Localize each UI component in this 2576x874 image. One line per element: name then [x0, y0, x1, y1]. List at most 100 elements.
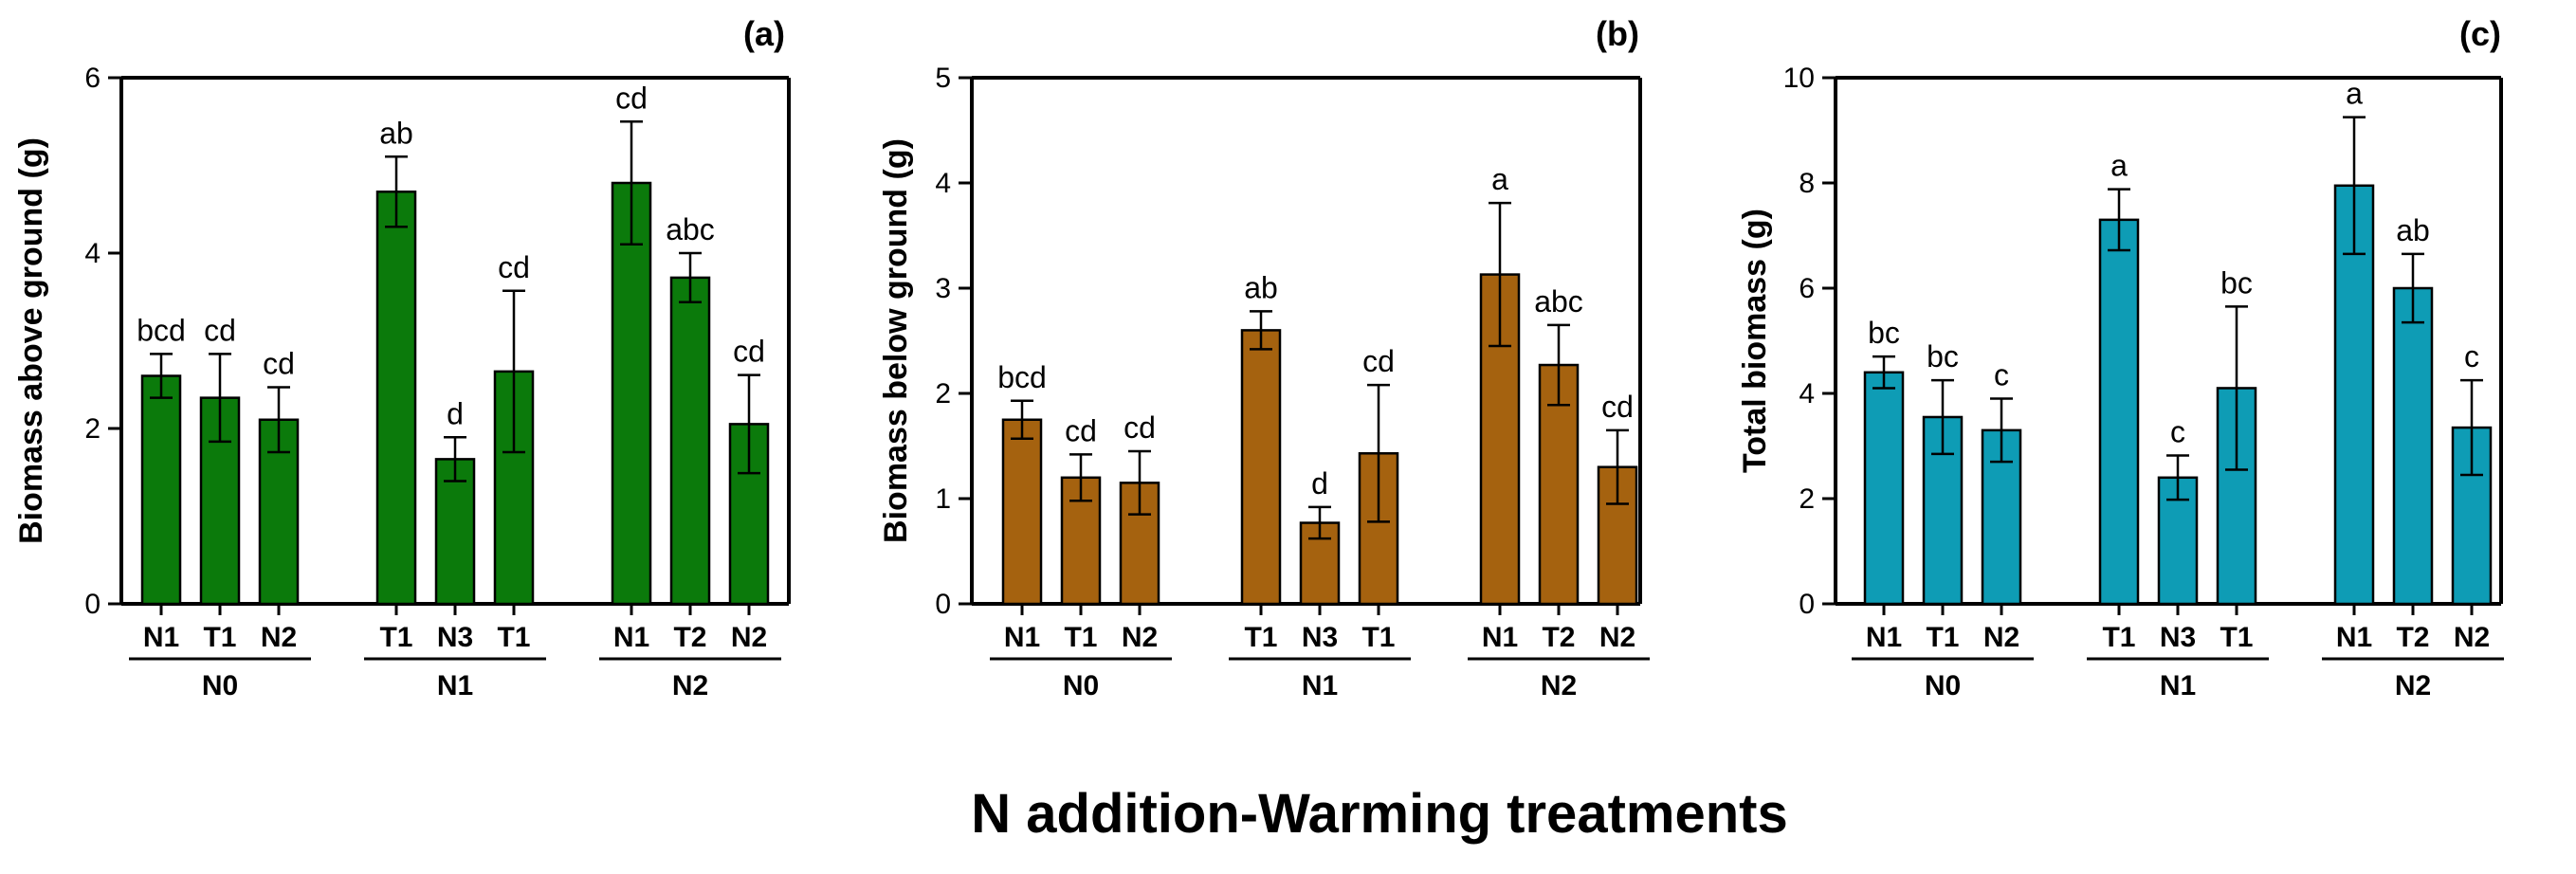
category-label: T1 — [2102, 622, 2135, 653]
bar — [375, 191, 417, 606]
panel-label: (c) — [2459, 14, 2501, 53]
significance-letter: ab — [379, 116, 413, 150]
bar — [669, 276, 711, 606]
y-axis-label: Total biomass (g) — [1737, 209, 1773, 473]
significance-letter: cd — [1065, 413, 1097, 447]
bar — [1001, 418, 1043, 606]
bar — [2392, 286, 2434, 606]
y-tick-label: 2 — [84, 413, 100, 445]
chart-panels: (a)Biomass above ground (g)0246bcdN1cdT1… — [13, 14, 2504, 701]
group-label: N0 — [1063, 670, 1099, 701]
category-label: T1 — [1361, 622, 1395, 653]
y-tick-label: 0 — [935, 589, 951, 620]
category-label: N1 — [1866, 622, 1902, 653]
significance-letter: a — [2346, 77, 2363, 111]
group-label: N2 — [672, 670, 708, 701]
significance-letter: cd — [263, 347, 295, 381]
significance-letter: d — [1311, 466, 1328, 501]
significance-letter: bc — [2220, 265, 2253, 300]
bar — [140, 374, 182, 606]
category-label: T1 — [1064, 622, 1097, 653]
significance-letter: cd — [204, 313, 236, 347]
y-tick-label: 4 — [1799, 378, 1815, 410]
significance-letter: ab — [2396, 213, 2430, 247]
y-tick-label: 2 — [1799, 483, 1815, 515]
category-label: N1 — [613, 622, 649, 653]
category-label: T2 — [2396, 622, 2429, 653]
category-label: N2 — [1983, 622, 2019, 653]
category-label: N2 — [2454, 622, 2490, 653]
category-label: N1 — [1004, 622, 1040, 653]
significance-letter: c — [2464, 339, 2479, 373]
category-label: N1 — [1482, 622, 1518, 653]
y-tick-label: 8 — [1799, 168, 1815, 199]
category-label: T2 — [1542, 622, 1575, 653]
y-axis-label: Biomass above ground (g) — [13, 137, 49, 544]
y-tick-label: 4 — [84, 238, 100, 269]
panel-label: (a) — [743, 14, 785, 53]
group-label: N2 — [2395, 670, 2431, 701]
chart-panel-c: (c) Total biomass (g) 0 2 4 6 8 10 bc N1 bc T1 c N2 N0… — [1737, 14, 2504, 701]
category-label: N1 — [2336, 622, 2372, 653]
category-label: T1 — [1926, 622, 1959, 653]
category-label: T1 — [1244, 622, 1277, 653]
significance-letter: cd — [733, 335, 765, 369]
significance-letter: cd — [1362, 344, 1395, 378]
y-tick-label: 10 — [1783, 63, 1815, 94]
significance-letter: bcd — [997, 360, 1047, 394]
category-label: T1 — [203, 622, 236, 653]
significance-letter: cd — [498, 250, 530, 284]
y-axis-label: Biomass below ground (g) — [878, 138, 914, 543]
group-label: N2 — [1541, 670, 1577, 701]
significance-letter: abc — [1534, 284, 1583, 319]
category-label: T1 — [2220, 622, 2253, 653]
group-label: N1 — [437, 670, 473, 701]
category-label: T1 — [379, 622, 412, 653]
significance-letter: a — [1491, 162, 1508, 196]
y-tick-label: 4 — [935, 168, 951, 199]
y-tick-label: 6 — [84, 63, 100, 94]
significance-letter: bc — [1868, 316, 1900, 350]
category-label: N2 — [261, 622, 297, 653]
chart-panel-a: (a) Biomass above ground (g) 0 2 4 6 bcd N1 cd T1… — [13, 14, 791, 701]
significance-letter: d — [447, 396, 464, 430]
category-label: N3 — [2160, 622, 2196, 653]
y-tick-label: 2 — [935, 378, 951, 410]
category-label: N2 — [1599, 622, 1635, 653]
bar — [611, 181, 652, 606]
category-label: N3 — [1302, 622, 1338, 653]
bar — [1240, 329, 1282, 606]
category-label: T1 — [497, 622, 530, 653]
panel-label: (b) — [1596, 14, 1639, 53]
category-label: N3 — [437, 622, 473, 653]
x-axis-title: N addition-Warming treatments — [971, 783, 1787, 845]
y-tick-label: 3 — [935, 273, 951, 304]
significance-letter: a — [2110, 149, 2128, 183]
chart-panel-b: (b) Biomass below ground (g) 0 1 2 3 4 5 bcd N1 cd… — [878, 14, 1650, 701]
y-tick-label: 6 — [1799, 273, 1815, 304]
y-tick-label: 0 — [84, 589, 100, 620]
significance-letter: abc — [666, 212, 715, 246]
category-label: N2 — [1122, 622, 1158, 653]
significance-letter: cd — [1601, 390, 1634, 424]
significance-letter: cd — [615, 81, 648, 115]
significance-letter: bcd — [137, 313, 186, 347]
group-label: N0 — [202, 670, 238, 701]
bar — [2098, 218, 2140, 606]
group-label: N1 — [2160, 670, 2196, 701]
group-label: N0 — [1925, 670, 1961, 701]
y-tick-label: 0 — [1799, 589, 1815, 620]
significance-letter: c — [2170, 414, 2185, 448]
significance-letter: bc — [1927, 339, 1959, 373]
category-label: T2 — [673, 622, 706, 653]
significance-letter: cd — [1124, 410, 1156, 445]
category-label: N1 — [143, 622, 179, 653]
group-label: N1 — [1302, 670, 1338, 701]
y-tick-label: 1 — [935, 483, 951, 515]
significance-letter: ab — [1244, 270, 1278, 304]
category-label: N2 — [731, 622, 767, 653]
significance-letter: c — [1994, 358, 2009, 392]
y-tick-label: 5 — [935, 63, 951, 94]
bar — [1863, 371, 1905, 606]
